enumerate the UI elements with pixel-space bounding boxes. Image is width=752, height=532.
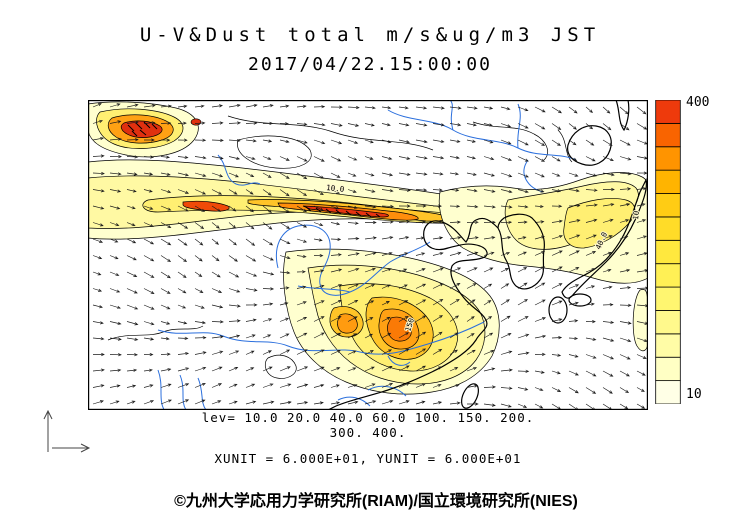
axis-arrows-icon	[43, 409, 91, 453]
colorbar-max-label: 400	[686, 95, 710, 110]
colorbar-segment	[655, 216, 681, 241]
river	[517, 103, 521, 149]
colorbar-segment	[655, 356, 681, 382]
map-panel: 10.0 150 40.0 10	[88, 100, 648, 410]
colorbar-segment	[655, 122, 681, 148]
river	[297, 285, 351, 293]
colorbar	[655, 100, 681, 404]
river	[157, 369, 165, 410]
river	[217, 154, 261, 186]
plot-timestamp: 2017/04/22.15:00:00	[248, 54, 492, 75]
colorbar-segment	[655, 146, 681, 171]
river	[387, 109, 577, 161]
contour-label: 10.0	[326, 183, 345, 194]
contour-levels-line1: lev= 10.0 20.0 40.0 60.0 100. 150. 200.	[201, 410, 535, 425]
colorbar-segment	[655, 310, 681, 335]
coastline-korea	[497, 213, 545, 290]
wind-arrows	[92, 103, 648, 410]
colorbar-segment	[655, 380, 681, 404]
river	[179, 374, 187, 410]
wind-arrow-path	[92, 103, 648, 410]
grid-units-line: XUNIT = 6.000E+01, YUNIT = 6.000E+01	[214, 451, 522, 466]
colorbar-min-label: 10	[686, 387, 702, 402]
colorbar-segment	[655, 100, 681, 124]
map-frame	[88, 100, 648, 410]
axis-arrows	[36, 404, 92, 458]
river	[387, 355, 411, 366]
dust-contour	[182, 200, 230, 212]
coastline-sakhalin	[615, 100, 630, 132]
colorbar-segment	[655, 193, 681, 218]
river	[157, 321, 485, 355]
dust-contour	[190, 118, 202, 126]
colorbar-segment	[655, 169, 681, 194]
low-level-contours	[107, 115, 573, 379]
river	[337, 396, 371, 407]
dust-contour	[563, 198, 636, 249]
plot-title: U-V&Dust total m/s&ug/m3 JST	[139, 24, 601, 46]
river	[367, 385, 407, 397]
dust-contour	[337, 313, 358, 334]
dust-contour-fills	[88, 101, 648, 395]
coastline-taiwan	[461, 383, 479, 409]
contour-levels-line2: 300. 400.	[329, 425, 407, 440]
colorbar-segment	[655, 263, 681, 288]
river	[197, 377, 207, 410]
coastline-kyushu	[548, 296, 568, 324]
coastline-shikoku	[568, 293, 592, 307]
credit-line: ©九州大学応用力学研究所(RIAM)/国立環境研究所(NIES)	[174, 493, 578, 510]
dust-contour	[387, 316, 412, 342]
dust-core-hatching	[127, 121, 381, 218]
river	[449, 100, 454, 131]
coastline-china	[327, 217, 499, 410]
dust-contour	[632, 289, 648, 352]
colorbar-segment	[655, 286, 681, 311]
river	[275, 224, 431, 296]
colorbar-segment	[655, 239, 681, 265]
colorbar-scale	[655, 100, 681, 404]
contour-label: 10	[631, 210, 641, 220]
colorbar-segment	[655, 333, 681, 358]
